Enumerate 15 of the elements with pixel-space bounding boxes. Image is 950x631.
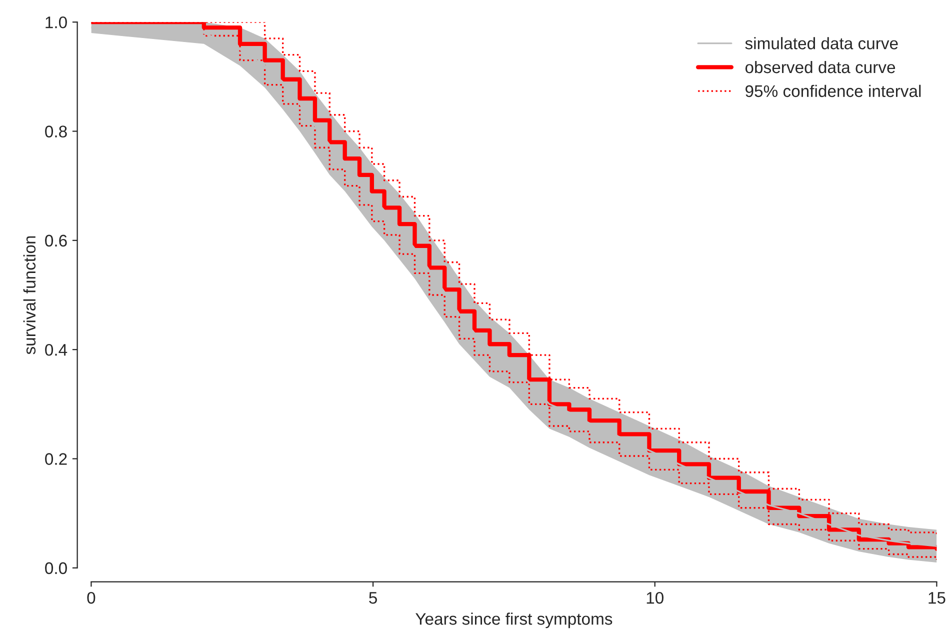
x-tick-label: 15 (928, 592, 946, 604)
y-tick-label: 1.0 (46, 16, 67, 28)
y-tick-label: 0.8 (45, 126, 67, 138)
legend-label: observed data curve (745, 60, 896, 74)
y-tick-label: 0.2 (45, 453, 67, 465)
legend-label: 95% confidence interval (746, 84, 921, 98)
x-tick-label: 10 (646, 592, 664, 604)
y-tick-label: 0.6 (45, 234, 67, 247)
y-axis-title: survival function (23, 236, 36, 354)
x-axis-title: Years since first symptoms (416, 612, 612, 628)
legend-label: simulated data curve (745, 37, 898, 50)
x-tick-label: 5 (369, 592, 377, 604)
y-tick-label: 0.4 (45, 344, 68, 356)
y-tick-label: 0.0 (45, 562, 67, 574)
x-tick-label: 0 (87, 592, 96, 604)
